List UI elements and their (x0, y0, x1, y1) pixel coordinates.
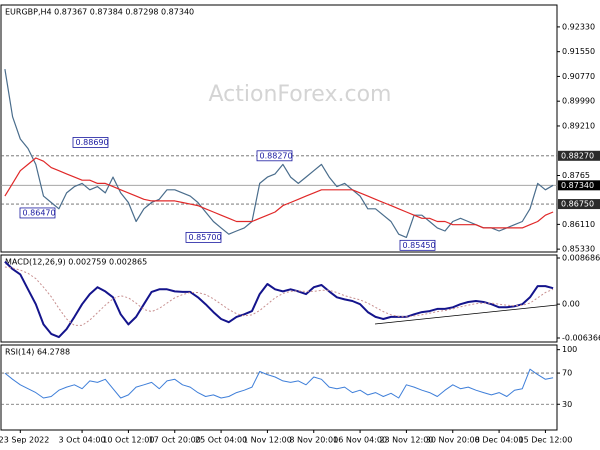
x-tick-label: 8 Dec 04:00 (475, 436, 524, 445)
y-tick-label: 0.008686 (562, 253, 600, 262)
y-tick-label: 0.85330 (562, 245, 595, 254)
series-line (4, 69, 554, 238)
y-tick-label: 0.92330 (562, 22, 595, 31)
annotation-box (19, 207, 56, 219)
annotation-label: 0.85700 (189, 233, 222, 242)
pane-title: MACD(12,26,9) 0.002759 0.002865 (5, 258, 147, 267)
x-tick-label: 10 Oct 12:00 (102, 436, 154, 445)
last-price-label: 0.87340 (561, 181, 594, 190)
y-tick-label: 0.86110 (562, 220, 595, 229)
last-price-tag (558, 180, 600, 191)
x-tick-label: 23 Sep 2022 (0, 436, 49, 445)
x-tick-label: 8 Nov 20:00 (289, 436, 338, 445)
x-tick-label: 23 Nov 12:00 (379, 436, 433, 445)
series-line (4, 368, 554, 399)
x-tick-label: 16 Nov 04:00 (333, 436, 387, 445)
level-tag-label: 0.86750 (561, 200, 594, 209)
series-line (4, 157, 554, 229)
trend-line (374, 304, 558, 325)
annotation-box (399, 239, 436, 251)
y-tick-label: 0.89990 (562, 97, 595, 106)
level-tag (558, 150, 600, 161)
pane-frame (0, 4, 558, 253)
x-tick-label: 25 Oct 04:00 (195, 436, 247, 445)
x-tick-label: 30 Nov 20:00 (426, 436, 480, 445)
series-line (4, 266, 554, 326)
y-tick-label: -0.006366 (562, 333, 600, 342)
annotation-label: 0.88270 (260, 151, 293, 160)
y-tick-label: 70 (562, 369, 572, 378)
annotation-box (256, 150, 293, 162)
level-tag-label: 0.88270 (561, 151, 594, 160)
annotation-box (72, 137, 109, 148)
y-tick-label: 0.91550 (562, 47, 595, 56)
pane-frame (0, 344, 558, 431)
y-tick-label: 100 (562, 345, 577, 354)
y-tick-label: 0.90770 (562, 72, 595, 81)
annotation-label: 0.88690 (76, 138, 109, 147)
level-tag (558, 199, 600, 210)
y-tick-label: 0.89210 (562, 121, 595, 130)
y-tick-label: 30 (562, 400, 572, 409)
x-tick-label: 15 Dec 12:00 (519, 436, 573, 445)
annotation-box (185, 231, 222, 243)
series-line (4, 260, 554, 339)
pane-frame (0, 254, 558, 343)
annotation-label: 0.85450 (403, 241, 436, 250)
x-tick-label: 3 Oct 04:00 (59, 436, 106, 445)
pane-title: EURGBP,H4 0.87367 0.87384 0.87298 0.8734… (5, 8, 194, 17)
y-tick-label: 0.8765 (562, 171, 590, 180)
y-tick-label: 0.00 (562, 300, 580, 309)
watermark: ActionForex.com (209, 82, 392, 107)
pane-title: RSI(14) 64.2788 (5, 348, 70, 357)
x-tick-label: 17 Oct 20:00 (149, 436, 201, 445)
annotation-label: 0.86470 (23, 208, 56, 217)
x-tick-label: 1 Nov 12:00 (243, 436, 292, 445)
